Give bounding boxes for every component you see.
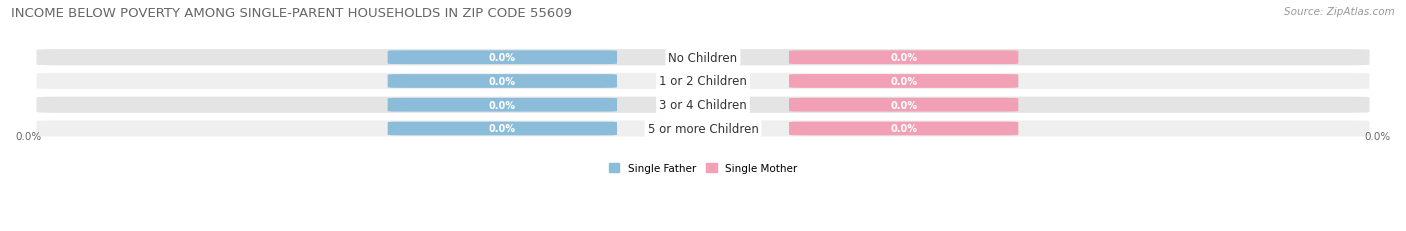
FancyBboxPatch shape <box>37 121 1369 137</box>
FancyBboxPatch shape <box>388 122 617 136</box>
Text: 0.0%: 0.0% <box>489 124 516 134</box>
FancyBboxPatch shape <box>789 75 1018 88</box>
Text: 0.0%: 0.0% <box>890 77 917 87</box>
FancyBboxPatch shape <box>37 97 1369 113</box>
FancyBboxPatch shape <box>789 51 1018 65</box>
Text: 0.0%: 0.0% <box>489 53 516 63</box>
Text: 0.0%: 0.0% <box>15 131 41 141</box>
Text: 0.0%: 0.0% <box>1365 131 1391 141</box>
Text: 0.0%: 0.0% <box>890 53 917 63</box>
Text: Source: ZipAtlas.com: Source: ZipAtlas.com <box>1284 7 1395 17</box>
FancyBboxPatch shape <box>37 50 1369 66</box>
Text: 0.0%: 0.0% <box>489 77 516 87</box>
Text: 3 or 4 Children: 3 or 4 Children <box>659 99 747 112</box>
FancyBboxPatch shape <box>37 74 1369 90</box>
FancyBboxPatch shape <box>789 122 1018 136</box>
Text: 0.0%: 0.0% <box>890 124 917 134</box>
Text: No Children: No Children <box>668 52 738 64</box>
Text: 1 or 2 Children: 1 or 2 Children <box>659 75 747 88</box>
FancyBboxPatch shape <box>388 98 617 112</box>
Text: 0.0%: 0.0% <box>890 100 917 110</box>
FancyBboxPatch shape <box>789 98 1018 112</box>
FancyBboxPatch shape <box>388 51 617 65</box>
Text: 0.0%: 0.0% <box>489 100 516 110</box>
Legend: Single Father, Single Mother: Single Father, Single Mother <box>605 159 801 177</box>
FancyBboxPatch shape <box>388 75 617 88</box>
Text: 5 or more Children: 5 or more Children <box>648 122 758 135</box>
Text: INCOME BELOW POVERTY AMONG SINGLE-PARENT HOUSEHOLDS IN ZIP CODE 55609: INCOME BELOW POVERTY AMONG SINGLE-PARENT… <box>11 7 572 20</box>
